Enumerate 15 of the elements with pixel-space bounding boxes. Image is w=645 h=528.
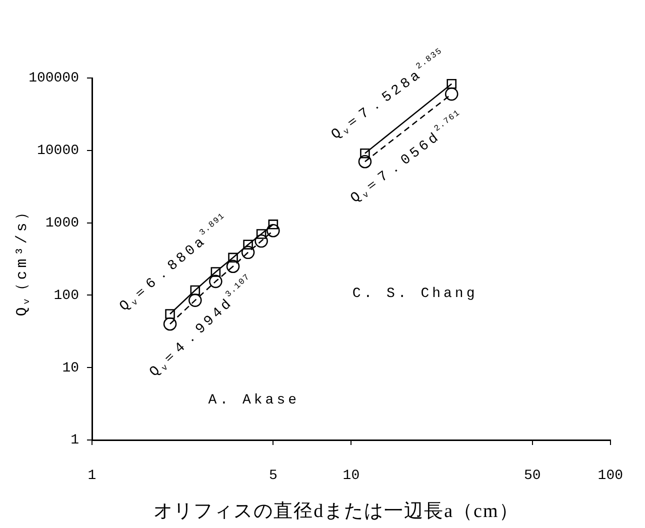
- y-axis-title: Qv（cm³/s）: [14, 202, 32, 316]
- x-tick-label: 5: [268, 468, 278, 484]
- y-tick-label: 100000: [28, 70, 79, 87]
- annotation: C. S. Chang: [352, 286, 478, 302]
- y-tick-label: 1: [70, 432, 79, 449]
- x-axis-title: オリフィスの直径dまたは一辺長a（cm）: [154, 500, 519, 522]
- y-tick-label: 100: [54, 288, 79, 304]
- y-tick-label: 1000: [45, 216, 79, 232]
- x-tick-label: 100: [598, 468, 624, 484]
- x-tick-label: 10: [342, 468, 360, 484]
- x-tick-label: 1: [88, 468, 96, 484]
- annotation: A. Akase: [208, 392, 300, 408]
- y-tick-label: 10: [62, 360, 79, 376]
- y-tick-label: 10000: [36, 143, 79, 160]
- x-tick-label: 50: [524, 468, 541, 484]
